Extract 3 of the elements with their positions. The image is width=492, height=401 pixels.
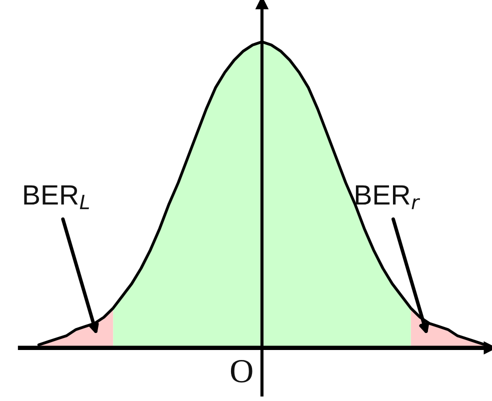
annotation: BER$_{L}$ <box>24 185 89 210</box>
annotation: BER$_{r}$ <box>356 185 420 210</box>
text: O <box>230 360 252 382</box>
